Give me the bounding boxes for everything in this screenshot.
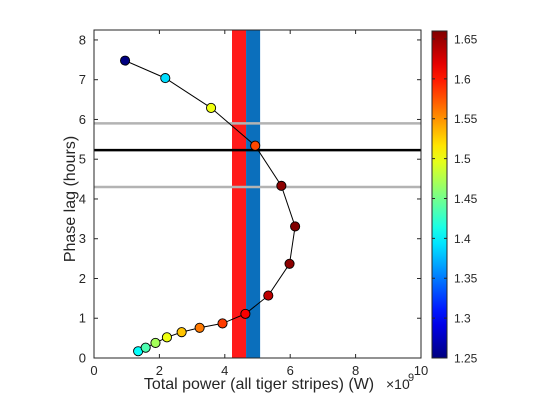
series-line-0	[124, 60, 296, 352]
data-point-11	[276, 180, 287, 191]
data-point-5	[194, 322, 205, 333]
x-axis-exponent-power: 9	[408, 372, 414, 384]
colorbar-tick-label: 1.25	[454, 352, 478, 366]
data-point-3	[161, 332, 172, 343]
y-tick-label: 6	[79, 112, 86, 127]
x-tick-label: 4	[221, 363, 228, 378]
data-point-7	[240, 308, 251, 319]
x-tick-label: 6	[287, 363, 294, 378]
colorbar-tick-label: 1.45	[454, 192, 478, 206]
colorbar-tick-label: 1.4	[454, 232, 471, 246]
data-point-1	[140, 342, 151, 353]
y-tick-label: 0	[79, 351, 86, 366]
colorbar-tick-label: 1.35	[454, 272, 478, 286]
colorbar-tick-label: 1.55	[454, 112, 478, 126]
data-point-13	[206, 102, 217, 113]
data-point-2	[150, 337, 161, 348]
x-tick-label: 2	[156, 363, 163, 378]
colorbar-tick-label: 1.6	[454, 72, 471, 86]
axes-box	[93, 29, 422, 359]
data-point-9	[284, 258, 295, 269]
data-point-12	[250, 140, 261, 151]
y-tick-label: 2	[79, 271, 86, 286]
colorbar-tick-label: 1.65	[454, 32, 478, 46]
band-1	[246, 30, 261, 358]
x-tick-label: 8	[352, 363, 359, 378]
y-tick-label: 3	[79, 231, 86, 246]
colorbar-tick-label: 1.3	[454, 312, 471, 326]
x-tick-label: 0	[90, 363, 97, 378]
y-axis-label: Phase lag (hours)	[62, 136, 79, 262]
band-0	[231, 30, 247, 358]
data-point-14	[160, 73, 171, 84]
x-axis-label: Total power (all tiger stripes) (W)	[144, 376, 374, 393]
y-tick-label: 7	[79, 72, 86, 87]
x-tick-label: 10	[414, 363, 428, 378]
y-tick-label: 8	[79, 32, 86, 47]
colorbar-tick-label: 1.5	[454, 152, 471, 166]
x-axis-exponent-base: ×10	[386, 376, 410, 392]
data-point-4	[176, 327, 187, 338]
colorbar	[431, 30, 448, 359]
y-tick-label: 1	[79, 311, 86, 326]
y-tick-label: 4	[79, 191, 86, 206]
data-point-8	[263, 290, 274, 301]
data-point-10	[290, 221, 301, 232]
y-tick-label: 5	[79, 152, 86, 167]
data-point-6	[217, 318, 228, 329]
data-point-15	[120, 55, 131, 66]
